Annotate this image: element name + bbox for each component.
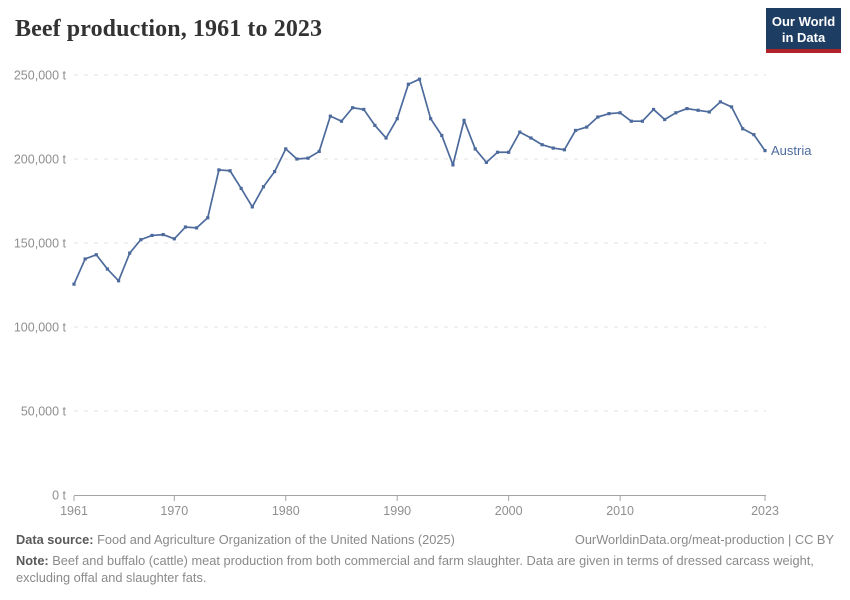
data-point-marker — [529, 136, 533, 140]
data-point-marker — [384, 136, 388, 140]
page-title: Beef production, 1961 to 2023 — [15, 16, 323, 42]
data-point-marker — [718, 100, 723, 104]
series-line — [73, 78, 766, 286]
data-source-text: Food and Agriculture Organization of the… — [93, 532, 455, 547]
owid-logo-line2: in Data — [781, 30, 826, 46]
data-point-marker — [596, 115, 600, 119]
data-point-marker — [685, 107, 689, 111]
chart-footer: Data source: Food and Agriculture Organi… — [16, 531, 834, 587]
data-point-marker — [462, 118, 466, 122]
data-point-marker — [295, 157, 299, 161]
data-point-marker — [573, 128, 578, 133]
data-point-marker — [139, 238, 143, 242]
owid-citation-link[interactable]: OurWorldinData.org/meat-production | CC … — [574, 532, 834, 547]
data-point-marker — [729, 105, 734, 109]
note-text: Beef and buffalo (cattle) meat productio… — [16, 552, 814, 586]
data-point-marker — [763, 149, 767, 153]
owid-logo[interactable]: Our World in Data — [766, 8, 841, 53]
data-point-marker — [128, 251, 132, 255]
owid-logo-line1: Our World — [771, 14, 836, 29]
data-point-marker — [161, 233, 165, 237]
data-point-marker — [651, 107, 656, 112]
data-point-marker — [206, 216, 210, 220]
data-point-marker — [741, 127, 745, 131]
data-point-marker — [116, 279, 121, 283]
data-point-marker — [507, 150, 511, 154]
data-point-marker — [105, 267, 110, 271]
entity-label: Austria — [771, 143, 812, 158]
data-point-marker — [194, 226, 199, 230]
data-point-marker — [451, 163, 455, 167]
note-label: Note: — [16, 552, 49, 568]
data-point-marker — [273, 170, 277, 174]
data-point-marker — [250, 205, 254, 209]
x-tick-label: 1961 — [60, 504, 88, 518]
data-point-marker — [607, 112, 611, 116]
data-point-marker — [373, 123, 377, 127]
data-point-marker — [562, 148, 566, 152]
x-tick-label: 1980 — [272, 504, 300, 518]
data-point-marker — [150, 233, 154, 238]
data-point-marker — [518, 130, 522, 134]
x-tick-label: 2010 — [606, 504, 634, 518]
x-tick-label: 2000 — [495, 504, 523, 518]
data-point-marker — [406, 82, 410, 86]
data-point-marker — [261, 185, 266, 189]
data-point-marker — [540, 143, 544, 147]
data-point-marker — [94, 253, 98, 257]
data-point-marker — [217, 168, 221, 172]
data-point-marker — [585, 125, 589, 129]
data-point-marker — [707, 110, 711, 114]
y-tick-label: 100,000 t — [14, 321, 67, 335]
data-point-marker — [495, 150, 500, 154]
y-tick-label: 0 t — [52, 489, 66, 503]
data-point-marker — [306, 156, 310, 160]
x-tick-label: 1970 — [160, 504, 188, 518]
data-point-marker — [72, 282, 76, 286]
x-tick-label: 1990 — [383, 504, 411, 518]
data-point-marker — [417, 77, 422, 81]
data-point-marker — [663, 117, 667, 122]
data-point-marker — [440, 133, 444, 138]
data-source-line: Data source: Food and Agriculture Organi… — [16, 531, 455, 549]
y-tick-label: 50,000 t — [21, 405, 67, 419]
data-point-marker — [395, 117, 399, 121]
data-point-marker — [328, 114, 332, 118]
data-point-marker — [239, 186, 243, 190]
data-point-marker — [429, 117, 433, 121]
data-point-marker — [83, 257, 87, 261]
data-point-marker — [551, 146, 555, 150]
data-point-marker — [183, 225, 188, 229]
data-point-marker — [640, 119, 645, 123]
data-point-marker — [228, 169, 232, 173]
data-point-marker — [674, 111, 678, 115]
data-point-marker — [284, 147, 288, 151]
data-point-marker — [696, 108, 700, 112]
y-tick-label: 250,000 t — [14, 69, 67, 83]
data-point-marker — [362, 107, 366, 112]
data-point-marker — [317, 149, 321, 154]
data-point-marker — [618, 111, 622, 115]
data-point-marker — [752, 133, 756, 137]
data-point-marker — [339, 119, 344, 123]
y-tick-label: 200,000 t — [14, 153, 67, 167]
data-point-marker — [473, 147, 477, 151]
y-tick-label: 150,000 t — [14, 237, 67, 251]
data-point-marker — [629, 119, 633, 123]
data-source-label: Data source: — [16, 532, 94, 547]
x-tick-label: 2023 — [751, 504, 779, 518]
data-point-marker — [484, 160, 488, 164]
data-point-marker — [172, 237, 176, 241]
data-point-marker — [351, 106, 355, 110]
note-line: Note: Beef and buffalo (cattle) meat pro… — [16, 552, 834, 587]
